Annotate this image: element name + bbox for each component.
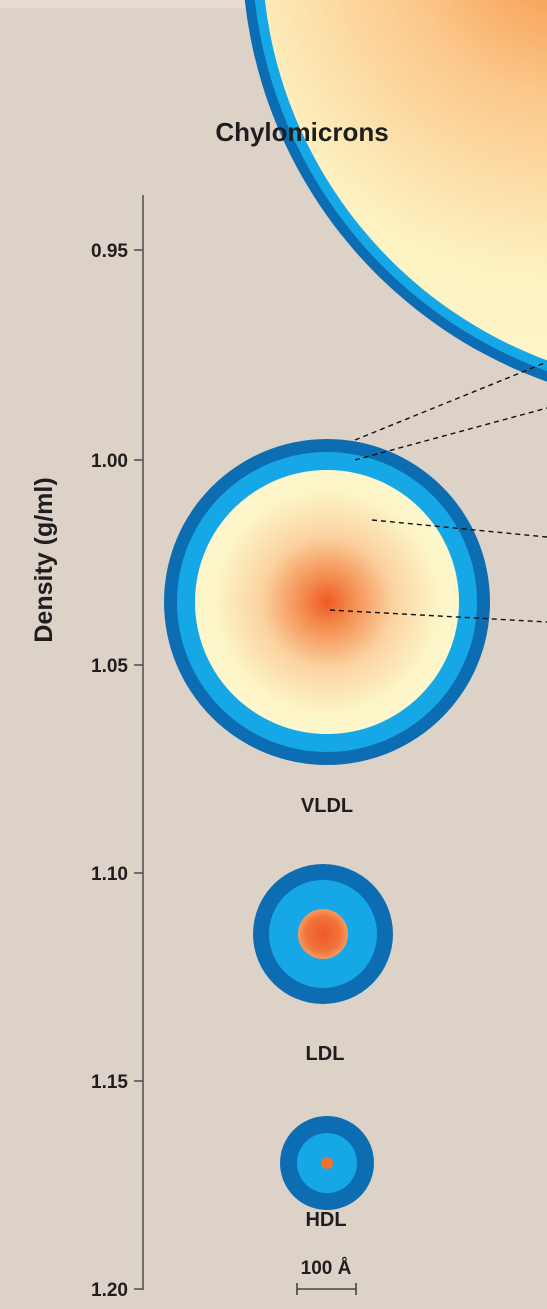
tick-label: 0.95 (91, 241, 128, 262)
scale-bar-label: 100 Å (301, 1258, 352, 1279)
hdl-label: HDL (305, 1209, 346, 1231)
hdl-particle (280, 1116, 374, 1210)
density-axis: 0.95 1.00 1.05 1.10 1.15 1.20 Density (g… (30, 195, 144, 1301)
tick-label: 1.20 (91, 1280, 128, 1301)
ldl-label: LDL (306, 1043, 345, 1065)
leader-line (329, 609, 547, 623)
leader-line (371, 519, 547, 538)
ldl-core (298, 909, 348, 959)
leader-lines (329, 361, 547, 623)
chylomicron-core (264, 0, 547, 361)
tick-label: 1.05 (91, 656, 128, 677)
ldl-particle (253, 864, 393, 1004)
tick-label: 1.15 (91, 1072, 128, 1093)
vldl-particle (164, 439, 490, 765)
chylomicrons-label: Chylomicrons (215, 117, 388, 147)
leader-line (354, 407, 547, 461)
hdl-core (321, 1157, 333, 1169)
leader-line (354, 361, 547, 441)
axis-title: Density (g/ml) (30, 477, 58, 642)
vldl-core (195, 470, 459, 734)
scale-bar: 100 Å (296, 1258, 357, 1295)
vldl-label: VLDL (301, 795, 353, 817)
tick-label: 1.10 (91, 864, 128, 885)
chylomicron-particle (244, 0, 547, 382)
tick-label: 1.00 (91, 451, 128, 472)
